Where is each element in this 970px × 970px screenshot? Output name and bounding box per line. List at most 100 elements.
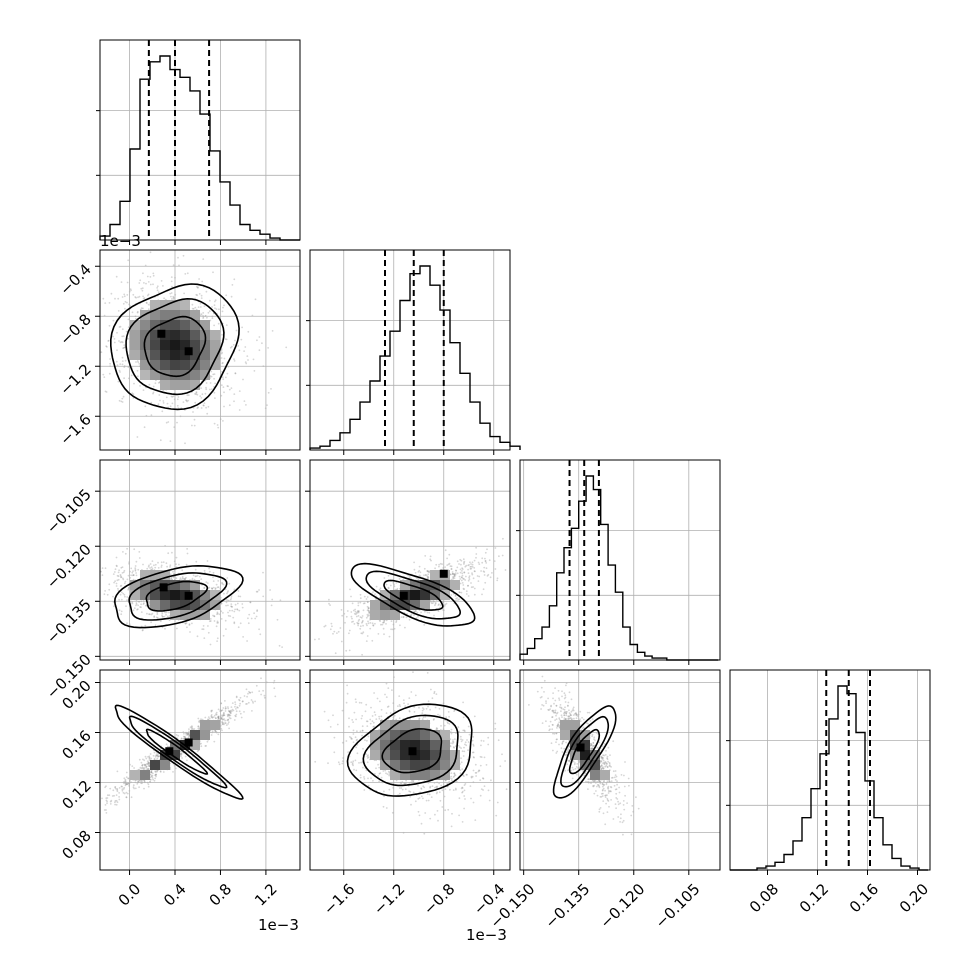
scatter-point xyxy=(380,776,383,779)
scatter-point xyxy=(123,582,126,585)
scatter-point xyxy=(125,771,128,774)
scatter-point xyxy=(407,574,410,577)
scatter-point xyxy=(175,734,178,736)
scatter-point xyxy=(136,375,139,378)
scatter-point xyxy=(485,567,488,570)
scatter-point xyxy=(226,591,229,593)
scatter-point xyxy=(186,548,189,550)
scatter-point xyxy=(462,558,465,561)
scatter-point xyxy=(224,338,227,340)
scatter-point xyxy=(463,571,466,574)
scatter-point xyxy=(452,789,455,791)
scatter-point xyxy=(361,620,364,623)
scatter-point xyxy=(123,377,125,380)
scatter-point xyxy=(108,372,111,375)
scatter-point xyxy=(420,787,423,790)
scatter-point xyxy=(246,640,249,642)
scatter-point xyxy=(455,780,458,783)
scatter-point xyxy=(354,610,357,613)
scatter-point xyxy=(351,602,354,605)
scatter-point xyxy=(230,597,233,599)
scatter-point xyxy=(194,393,196,395)
scatter-point xyxy=(467,579,470,582)
scatter-point xyxy=(186,272,189,275)
scatter-point xyxy=(189,726,192,729)
scatter-point xyxy=(418,574,421,577)
scatter-point xyxy=(318,638,320,640)
scatter-point xyxy=(474,772,477,774)
scatter-point xyxy=(113,605,115,608)
scatter-point xyxy=(458,591,461,594)
scatter-point xyxy=(184,273,187,275)
scatter-point xyxy=(187,733,189,736)
scatter-point xyxy=(172,297,175,300)
scatter-point xyxy=(377,763,379,766)
scatter-point xyxy=(220,357,223,359)
scatter-point xyxy=(147,303,150,306)
scatter-point xyxy=(175,577,178,580)
scatter-point xyxy=(211,717,214,719)
scatter-point xyxy=(207,311,210,314)
scatter-point xyxy=(473,715,476,718)
scatter-point xyxy=(223,712,225,714)
scatter-point xyxy=(235,715,237,718)
scatter-point xyxy=(213,391,216,394)
scatter-point xyxy=(191,726,193,729)
scatter-point xyxy=(366,739,368,742)
scatter-point xyxy=(462,587,465,590)
scatter-point xyxy=(405,616,408,619)
scatter-point xyxy=(169,564,172,567)
scatter-point xyxy=(229,711,232,714)
scatter-point xyxy=(207,718,210,721)
scatter-point xyxy=(125,605,127,607)
scatter-point xyxy=(210,709,213,712)
scatter-point xyxy=(435,728,438,731)
scatter-point xyxy=(367,622,370,625)
scatter-point xyxy=(150,771,153,774)
scatter-point xyxy=(418,718,421,721)
scatter-point xyxy=(233,588,236,591)
scatter-point xyxy=(222,707,225,709)
scatter-point xyxy=(456,566,459,569)
scatter-point xyxy=(469,785,472,787)
scatter-point xyxy=(164,627,166,630)
scatter-point xyxy=(452,576,455,579)
scatter-point xyxy=(422,708,425,710)
scatter-point xyxy=(146,275,149,278)
scatter-point xyxy=(400,787,403,789)
scatter-point xyxy=(131,571,134,574)
scatter-point xyxy=(120,584,123,587)
scatter-point xyxy=(191,307,194,310)
scatter-point xyxy=(260,693,262,696)
scatter-point xyxy=(378,766,381,769)
scatter-point xyxy=(192,574,195,577)
scatter-point xyxy=(121,296,124,298)
scatter-point xyxy=(120,598,123,601)
scatter-point xyxy=(247,617,249,620)
scatter-point xyxy=(359,616,362,619)
scatter-point xyxy=(267,391,270,394)
scatter-point xyxy=(341,762,344,765)
scatter-point xyxy=(426,577,429,580)
scatter-point xyxy=(195,560,198,563)
scatter-point xyxy=(178,264,180,267)
scatter-point xyxy=(226,715,229,718)
scatter-point xyxy=(152,754,155,757)
scatter-point xyxy=(143,779,146,782)
scatter-point xyxy=(104,567,107,570)
scatter-point xyxy=(221,729,223,732)
scatter-point xyxy=(166,745,169,748)
scatter-point xyxy=(350,761,353,764)
scatter-point xyxy=(159,770,162,773)
scatter-point xyxy=(426,672,429,674)
scatter-point xyxy=(149,251,152,254)
scatter-point xyxy=(153,758,156,760)
scatter-point xyxy=(449,573,452,576)
scatter-point xyxy=(145,301,148,304)
scatter-point xyxy=(251,691,254,694)
scatter-point xyxy=(244,346,247,348)
scatter-point xyxy=(146,294,149,297)
scatter-point xyxy=(131,392,134,394)
scatter-point xyxy=(146,567,149,570)
scatter-point xyxy=(151,774,154,777)
